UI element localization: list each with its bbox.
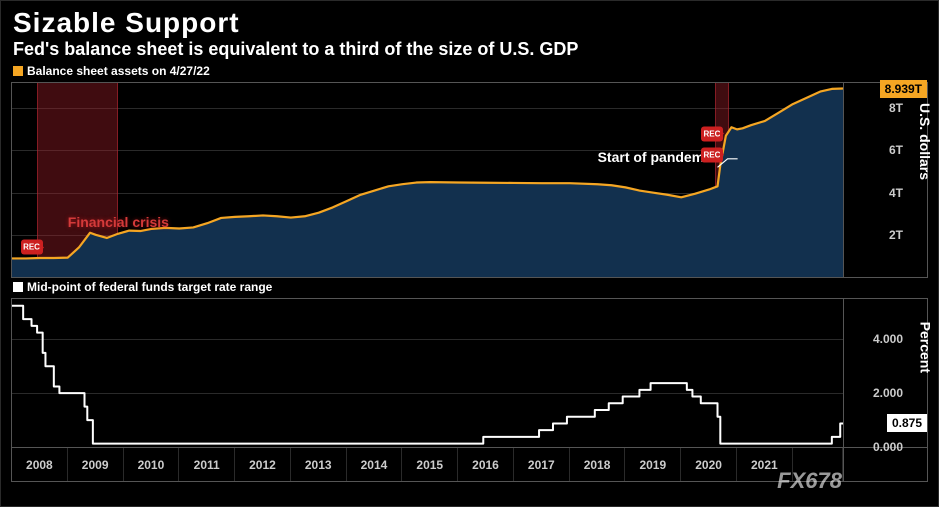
bot-legend: Mid-point of federal funds target rate r… xyxy=(1,278,938,298)
recession-marker: REC xyxy=(701,126,723,141)
top-yaxis: U.S. dollars 2T4T6T8T8.939T xyxy=(843,83,927,277)
last-value-badge: 0.875 xyxy=(887,414,927,432)
xtick-right-spacer xyxy=(843,448,927,481)
ytick-label: 4T xyxy=(889,186,903,200)
xtick-label: 2013 xyxy=(291,448,347,481)
top-legend: Balance sheet assets on 4/27/22 xyxy=(1,62,938,82)
xtick-label: 2017 xyxy=(514,448,570,481)
top-unit-label: U.S. dollars xyxy=(917,103,933,180)
xtick-label: 2014 xyxy=(347,448,403,481)
ytick-label: 6T xyxy=(889,143,903,157)
top-panel: Financial crisisStart of pandemicRECRECR… xyxy=(11,82,928,278)
legend-swatch-bot xyxy=(13,282,23,292)
bot-legend-label: Mid-point of federal funds target rate r… xyxy=(27,280,272,294)
recession-marker: REC xyxy=(21,240,43,255)
xtick-label: 2015 xyxy=(402,448,458,481)
last-value-badge: 8.939T xyxy=(880,80,927,98)
annotation-text: Start of pandemic xyxy=(598,149,716,165)
bot-plot-area xyxy=(12,299,843,447)
xtick-label: 2012 xyxy=(235,448,291,481)
top-legend-label: Balance sheet assets on 4/27/22 xyxy=(27,64,210,78)
ytick-label: 8T xyxy=(889,101,903,115)
xtick-label: 2008 xyxy=(12,448,68,481)
ytick-label: 4.000 xyxy=(873,332,903,346)
chart-title: Sizable Support xyxy=(13,7,926,39)
xtick-label: 2009 xyxy=(68,448,124,481)
chart-frame: Sizable Support Fed's balance sheet is e… xyxy=(0,0,939,507)
watermark: FX678 xyxy=(777,468,842,494)
ytick-label: 2.000 xyxy=(873,386,903,400)
legend-swatch-top xyxy=(13,66,23,76)
chart-subtitle: Fed's balance sheet is equivalent to a t… xyxy=(13,39,926,60)
series-svg xyxy=(12,299,843,447)
xtick-label: 2010 xyxy=(124,448,180,481)
xtick-label: 2019 xyxy=(625,448,681,481)
top-plot-area: Financial crisisStart of pandemicRECRECR… xyxy=(12,83,843,277)
xtick-label: 2011 xyxy=(179,448,235,481)
xtick-label: 2018 xyxy=(570,448,626,481)
header: Sizable Support Fed's balance sheet is e… xyxy=(1,1,938,62)
bot-panel: Percent 0.0002.0004.0000.875 xyxy=(11,298,928,448)
ytick-label: 2T xyxy=(889,228,903,242)
annotation-text: Financial crisis xyxy=(68,214,169,230)
xtick-label: 2020 xyxy=(681,448,737,481)
bot-yaxis: Percent 0.0002.0004.0000.875 xyxy=(843,299,927,447)
series-svg xyxy=(12,83,843,277)
bot-unit-label: Percent xyxy=(917,322,933,373)
recession-marker: REC xyxy=(701,147,723,162)
xtick-label: 2016 xyxy=(458,448,514,481)
